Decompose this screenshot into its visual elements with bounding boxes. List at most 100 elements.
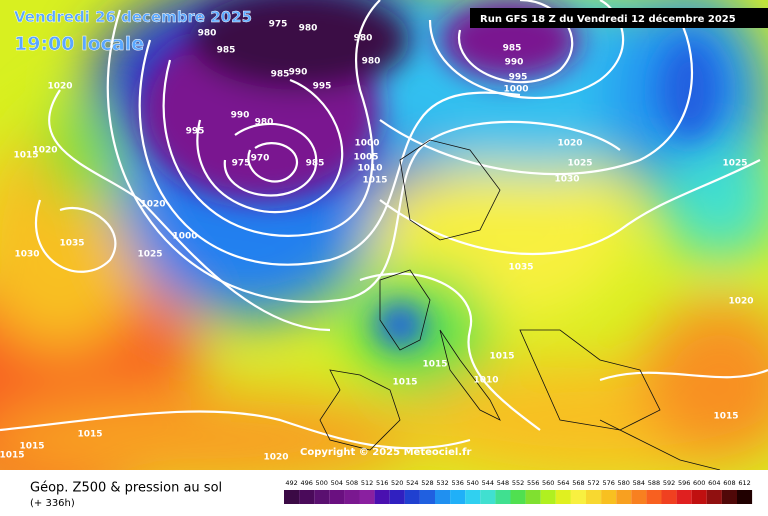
colorbar-swatch: [646, 490, 662, 504]
isobar-label: 1035: [59, 239, 84, 249]
colorbar-label: 504: [331, 479, 343, 487]
colorbar-label: 604: [708, 479, 720, 487]
isobar-label: 1010: [473, 376, 498, 386]
isobar-label: 1020: [728, 297, 753, 307]
colorbar-label: 540: [467, 479, 479, 487]
isobar-label: 1015: [362, 176, 387, 186]
colorbar-label: 608: [723, 479, 735, 487]
isobar-label: 1020: [140, 200, 165, 210]
colorbar-label: 612: [738, 479, 750, 487]
isobar-label: 980: [354, 34, 373, 44]
colorbar-label: 564: [557, 479, 569, 487]
colorbar-swatch: [555, 490, 571, 504]
colorbar-label: 576: [602, 479, 614, 487]
colorbar-swatch: [435, 490, 451, 504]
colorbar-swatch: [495, 490, 511, 504]
colorbar-swatch: [676, 490, 692, 504]
colorbar-swatch: [299, 490, 315, 504]
isobar-label: 980: [362, 57, 381, 67]
isobar-label: 1025: [722, 159, 747, 169]
colorbar-swatch: [480, 490, 496, 504]
colorbar-swatch: [465, 490, 481, 504]
isobar-label: 1015: [19, 442, 44, 452]
isobar-label: 1015: [489, 352, 514, 362]
isobar-label: 1015: [0, 451, 25, 461]
isobar-label: 1015: [713, 412, 738, 422]
copyright: Copyright © 2025 Meteociel.fr: [300, 447, 471, 458]
isobar-label: 1035: [508, 263, 533, 273]
isobar-label: 1000: [354, 139, 379, 149]
isobar-label: 1015: [392, 378, 417, 388]
isobar-label: 995: [186, 127, 205, 137]
colorbar-swatch: [721, 490, 737, 504]
isobar-label: 1015: [422, 360, 447, 370]
isobar-label: 1020: [32, 146, 57, 156]
colorbar-swatch: [601, 490, 617, 504]
isobar-label: 990: [505, 58, 524, 68]
colorbar-label: 592: [663, 479, 675, 487]
coastlines: [319, 139, 721, 471]
colorbar-label: 552: [512, 479, 524, 487]
isobar-label: 1005: [353, 153, 378, 163]
colorbar-swatch: [616, 490, 632, 504]
colorbar-swatch: [510, 490, 526, 504]
colorbar-label: 588: [648, 479, 660, 487]
colorbar-swatch: [314, 490, 330, 504]
valid-date: Vendredi 26 decembre 2025: [14, 8, 252, 26]
colorbar-swatch: [525, 490, 541, 504]
isobar-label: 1020: [263, 453, 288, 463]
colorbar-swatch: [586, 490, 602, 504]
valid-time: 19:00 locale: [14, 33, 144, 55]
colorbar-label: 544: [482, 479, 494, 487]
isobar-label: 980: [299, 24, 318, 34]
isobar-label: 975: [232, 159, 251, 169]
colorbar-swatch: [450, 490, 466, 504]
colorbar-swatch: [737, 490, 753, 504]
colorbar-label: 520: [391, 479, 403, 487]
isobar-label: 985: [306, 159, 325, 169]
isobar-label: 990: [231, 111, 250, 121]
colorbar-swatch: [404, 490, 420, 504]
isobar-label: 995: [509, 73, 528, 83]
isobar-label: 975: [269, 20, 288, 30]
colorbar-swatch: [389, 490, 405, 504]
forecast-range: (+ 336h): [30, 498, 75, 509]
isobar-label: 1025: [567, 159, 592, 169]
run-banner: [470, 8, 768, 28]
colorbar-swatch: [631, 490, 647, 504]
isobar-label: 990: [289, 68, 308, 78]
colorbar-swatch: [419, 490, 435, 504]
colorbar: 492 496 500 504 508 512 516 520 524 528 532 536 540 5…: [284, 479, 753, 504]
run-info: Run GFS 18 Z du Vendredi 12 décembre 202…: [480, 13, 736, 25]
isobar-label: 1025: [137, 250, 162, 260]
colorbar-label: 512: [361, 479, 373, 487]
colorbar-label: 560: [542, 479, 554, 487]
colorbar-label: 524: [406, 479, 418, 487]
isobar-label: 1000: [503, 85, 528, 95]
colorbar-swatch: [661, 490, 677, 504]
colorbar-label: 500: [316, 479, 328, 487]
colorbar-swatch: [540, 490, 556, 504]
colorbar-label: 536: [451, 479, 463, 487]
colorbar-label: 568: [572, 479, 584, 487]
isobar-label: 1020: [557, 139, 582, 149]
map-title: Géop. Z500 & pression au sol: [30, 481, 222, 496]
isobar-label: 1015: [77, 430, 102, 440]
isobar-label: 970: [251, 154, 270, 164]
isobar-label: 985: [217, 46, 236, 56]
isobar-label: 1000: [172, 232, 197, 242]
isobar-label: 1010: [357, 164, 382, 174]
isobar-label: 1015: [13, 151, 38, 161]
colorbar-swatch: [374, 490, 390, 504]
colorbar-label: 584: [633, 479, 645, 487]
isobar-label: 1030: [554, 175, 579, 185]
colorbar-label: 600: [693, 479, 705, 487]
colorbar-label: 596: [678, 479, 690, 487]
colorbar-label: 556: [527, 479, 539, 487]
colorbar-label: 548: [497, 479, 509, 487]
colorbar-swatch: [359, 490, 375, 504]
colorbar-label: 532: [436, 479, 448, 487]
colorbar-label: 496: [300, 479, 312, 487]
